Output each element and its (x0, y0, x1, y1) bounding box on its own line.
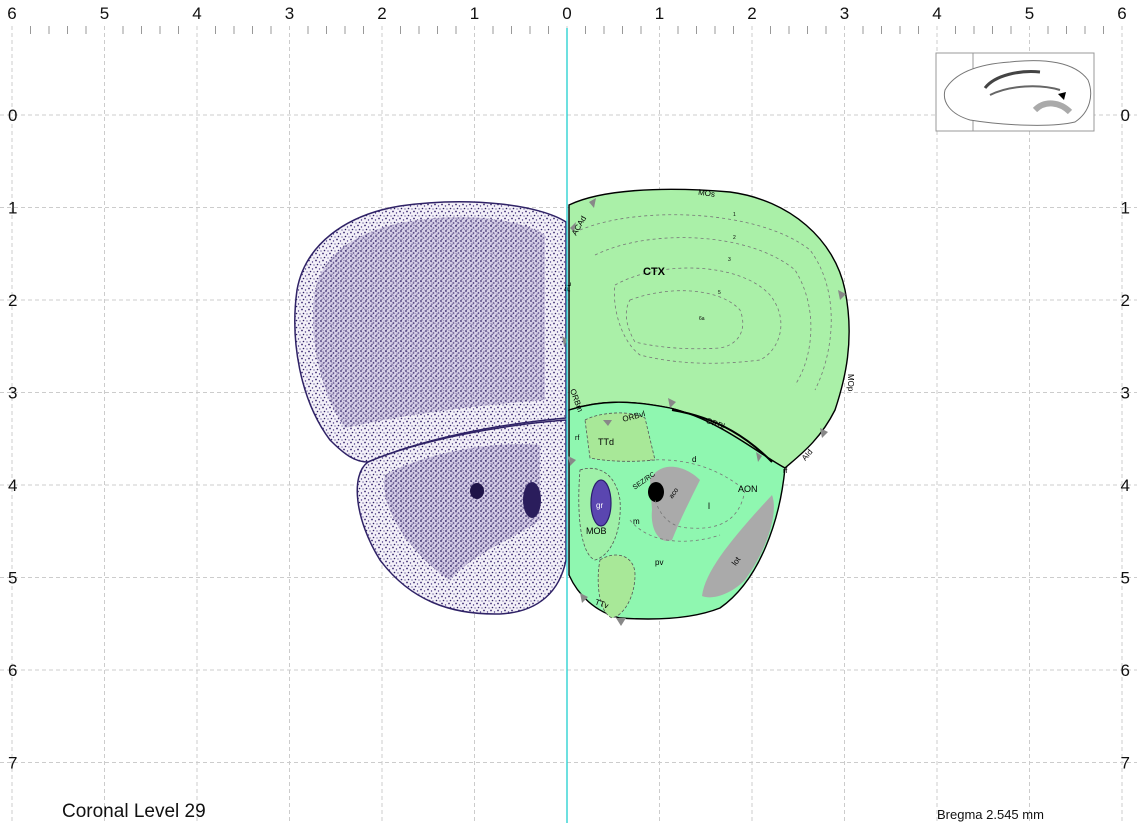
label-ctx: CTX (643, 266, 666, 278)
bregma-coordinate: Bregma 2.545 mm (937, 807, 1044, 822)
left-axis-tick-label: 6 (8, 661, 17, 680)
label-layer-3: 3 (728, 257, 731, 263)
label-l: l (708, 501, 710, 511)
right-axis-tick-label: 7 (1121, 754, 1130, 773)
top-axis-tick-label: 2 (377, 4, 386, 23)
aco-fiber[interactable] (650, 466, 700, 541)
layer-contour-6a (625, 290, 744, 350)
thumbnail-position-marker (1058, 92, 1066, 100)
label-gr: gr (596, 501, 603, 510)
left-axis-tick-label: 3 (8, 384, 17, 403)
label-layer-1: 1 (733, 212, 736, 218)
top-axis-tick-label: 4 (932, 4, 941, 23)
label-mos: MOs (698, 188, 716, 199)
top-axis-tick-label: 3 (285, 4, 294, 23)
top-axis-tick-label: 6 (7, 4, 16, 23)
left-axis: 0 1 2 3 4 5 6 7 (8, 106, 17, 773)
boundary-markers (562, 198, 846, 626)
top-axis: 6 5 4 3 2 1 0 1 2 3 4 5 6 (7, 4, 1127, 34)
label-layer-2: 2 (733, 235, 736, 241)
top-axis-tick-label: 6 (1117, 4, 1126, 23)
top-axis-tick-label: 2 (747, 4, 756, 23)
right-axis: 0 1 2 3 4 5 6 7 (1121, 106, 1130, 773)
aon-contour-pv (629, 519, 721, 542)
left-axis-tick-label: 7 (8, 754, 17, 773)
atlas-annotation (562, 188, 850, 626)
label-d: d (692, 455, 696, 464)
right-axis-tick-label: 0 (1121, 106, 1130, 125)
label-layer-6a: 6a (699, 316, 705, 322)
right-axis-tick-label: 3 (1121, 384, 1130, 403)
orbl-border (671, 409, 773, 463)
right-axis-tick-label: 4 (1121, 476, 1130, 495)
nissl-dark-spot-1 (470, 483, 484, 499)
label-mop: MOp (846, 374, 855, 392)
right-axis-tick-label: 2 (1121, 291, 1130, 310)
aco-core[interactable] (648, 482, 664, 502)
section-title: Coronal Level 29 (62, 801, 206, 822)
layer-contour-2 (594, 237, 812, 386)
left-axis-tick-label: 0 (8, 106, 17, 125)
right-axis-tick-label: 5 (1121, 569, 1130, 588)
label-pl: PL (563, 281, 573, 292)
lot-fiber[interactable] (702, 495, 774, 598)
aon-contour-dv (649, 459, 746, 529)
right-axis-tick-label: 1 (1121, 199, 1130, 218)
label-rf-left: rf (575, 435, 579, 442)
nissl-cortex-deep (313, 217, 545, 428)
label-pv: pv (655, 558, 663, 567)
label-layer-5: 5 (718, 290, 721, 296)
layer-contour-3 (614, 267, 782, 364)
top-axis-tick-label: 3 (840, 4, 849, 23)
ttd-region[interactable] (584, 412, 656, 462)
nissl-section (294, 201, 567, 615)
left-axis-tick-label: 5 (8, 569, 17, 588)
gr-layer[interactable] (590, 479, 612, 527)
nissl-dark-spot-2 (523, 482, 541, 518)
top-axis-tick-label: 4 (192, 4, 201, 23)
right-axis-tick-label: 6 (1121, 661, 1130, 680)
top-axis-tick-label: 5 (1025, 4, 1034, 23)
sagittal-thumbnail (935, 52, 1095, 132)
left-axis-tick-label: 1 (8, 199, 17, 218)
label-ttv: TTv (594, 597, 610, 610)
nissl-olfactory-core (384, 444, 540, 580)
label-m: m (633, 517, 640, 526)
top-axis-tick-label: 0 (562, 4, 571, 23)
label-aon: AON (738, 484, 758, 494)
top-axis-tick-label: 5 (100, 4, 109, 23)
ttv-region[interactable] (597, 554, 636, 619)
label-ttd: TTd (598, 437, 614, 447)
left-axis-tick-label: 2 (8, 291, 17, 310)
label-mob: MOB (586, 526, 607, 536)
top-axis-tick-label: 1 (655, 4, 664, 23)
top-axis-tick-label: 1 (470, 4, 479, 23)
label-rf-right: rf (783, 468, 787, 475)
left-axis-tick-label: 4 (8, 476, 17, 495)
